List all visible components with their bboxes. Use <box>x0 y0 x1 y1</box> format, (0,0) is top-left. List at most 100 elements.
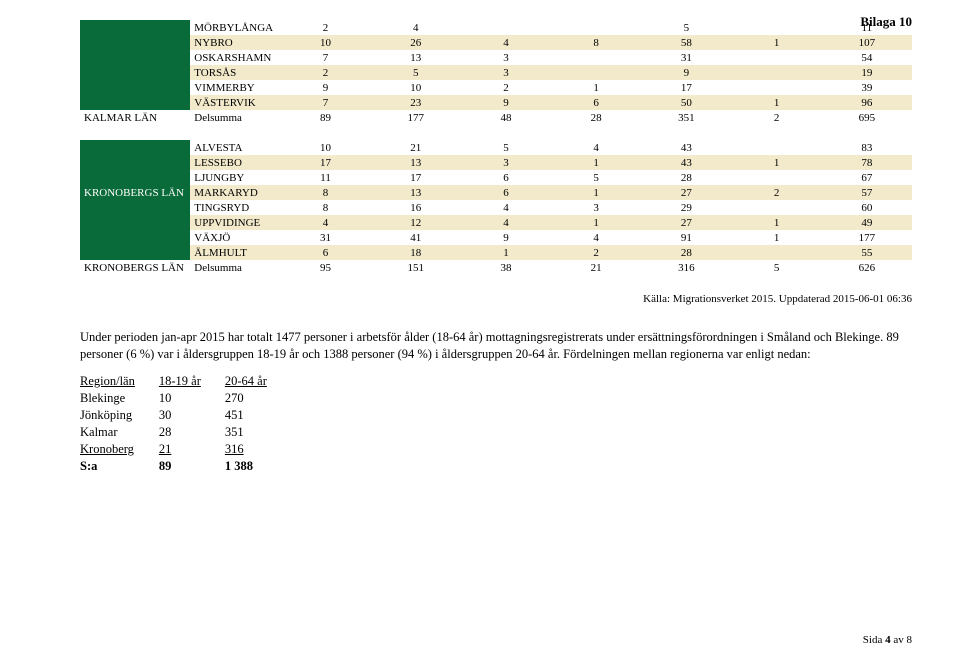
cell: 54 <box>822 50 912 65</box>
cell: 695 <box>822 110 912 125</box>
summary-cell: 451 <box>225 407 291 424</box>
cell: 9 <box>461 230 551 245</box>
cell: 31 <box>280 230 370 245</box>
cell: 4 <box>461 35 551 50</box>
lan-cell <box>80 200 190 215</box>
cell <box>731 170 821 185</box>
cell: 6 <box>461 170 551 185</box>
cell: 17 <box>280 155 370 170</box>
table-row: TINGSRYD816432960 <box>80 200 912 215</box>
cell: 10 <box>371 80 461 95</box>
cell: 17 <box>371 170 461 185</box>
table-row: VÄXJÖ314194911177 <box>80 230 912 245</box>
lan-cell: KALMAR LÄN <box>80 110 190 125</box>
source-line: Källa: Migrationsverket 2015. Uppdaterad… <box>80 293 912 305</box>
cell: 107 <box>822 35 912 50</box>
row-name: MÖRBYLÅNGA <box>190 20 280 35</box>
cell: 4 <box>280 215 370 230</box>
row-name: ÄLMHULT <box>190 245 280 260</box>
cell: 27 <box>641 215 731 230</box>
cell: 8 <box>280 200 370 215</box>
cell: 21 <box>551 260 641 275</box>
cell: 1 <box>551 185 641 200</box>
cell: 31 <box>641 50 731 65</box>
summary-cell: S:a <box>80 458 159 475</box>
page-footer: Sida 4 av 8 <box>863 634 912 646</box>
cell: 13 <box>371 185 461 200</box>
summary-cell: 18-19 år <box>159 373 225 390</box>
cell <box>731 200 821 215</box>
cell: 60 <box>822 200 912 215</box>
cell: 27 <box>641 185 731 200</box>
table-row: TORSÅS253919 <box>80 65 912 80</box>
row-name: VÄXJÖ <box>190 230 280 245</box>
row-name: TINGSRYD <box>190 200 280 215</box>
cell: 10 <box>280 140 370 155</box>
cell: 1 <box>731 35 821 50</box>
cell: 5 <box>371 65 461 80</box>
summary-row: Jönköping30451 <box>80 407 291 424</box>
cell <box>551 65 641 80</box>
cell: 8 <box>280 185 370 200</box>
row-name: LJUNGBY <box>190 170 280 185</box>
cell: 10 <box>280 35 370 50</box>
cell: 55 <box>822 245 912 260</box>
cell: 43 <box>641 140 731 155</box>
cell: 39 <box>822 80 912 95</box>
cell: 5 <box>551 170 641 185</box>
cell <box>731 80 821 95</box>
summary-cell: 28 <box>159 424 225 441</box>
cell: 5 <box>641 20 731 35</box>
cell: 29 <box>641 200 731 215</box>
cell: 626 <box>822 260 912 275</box>
summary-row: Blekinge10270 <box>80 390 291 407</box>
cell: 43 <box>641 155 731 170</box>
table-row: LJUNGBY11176528 67 <box>80 170 912 185</box>
cell: 95 <box>280 260 370 275</box>
cell: 6 <box>461 185 551 200</box>
lan-cell <box>80 20 190 35</box>
lan-cell <box>80 35 190 50</box>
cell: 5 <box>731 260 821 275</box>
cell: 16 <box>371 200 461 215</box>
cell: 13 <box>371 155 461 170</box>
footer-prefix: Sida <box>863 634 885 646</box>
cell: 13 <box>371 50 461 65</box>
cell: 1 <box>551 155 641 170</box>
cell: 49 <box>822 215 912 230</box>
cell: 3 <box>461 50 551 65</box>
summary-cell: 21 <box>159 441 225 458</box>
data-table: MÖRBYLÅNGA24511NYBRO102648581107OSKARSHA… <box>80 20 912 275</box>
table-row: VÄSTERVIK7239650196 <box>80 95 912 110</box>
lan-cell <box>80 215 190 230</box>
cell: 8 <box>551 35 641 50</box>
table-row: KALMAR LÄNDelsumma8917748283512695 <box>80 110 912 125</box>
lan-cell: KRONOBERGS LÄN <box>80 185 190 200</box>
summary-table: Region/län18-19 år20-64 årBlekinge10270J… <box>80 373 912 475</box>
cell: 3 <box>551 200 641 215</box>
cell: 177 <box>822 230 912 245</box>
cell: 50 <box>641 95 731 110</box>
cell: 9 <box>280 80 370 95</box>
cell: 28 <box>641 170 731 185</box>
summary-cell: Jönköping <box>80 407 159 424</box>
summary-row: Region/län18-19 år20-64 år <box>80 373 291 390</box>
table-row: OSKARSHAMN71333154 <box>80 50 912 65</box>
cell: 11 <box>280 170 370 185</box>
summary-cell: Kronoberg <box>80 441 159 458</box>
cell: 23 <box>371 95 461 110</box>
lan-cell <box>80 245 190 260</box>
summary-cell: 10 <box>159 390 225 407</box>
cell: 9 <box>461 95 551 110</box>
row-name: TORSÅS <box>190 65 280 80</box>
row-name: Delsumma <box>190 110 280 125</box>
cell: 1 <box>461 245 551 260</box>
cell: 21 <box>371 140 461 155</box>
summary-cell: 20-64 år <box>225 373 291 390</box>
footer-total: 8 <box>907 634 913 646</box>
lan-cell <box>80 80 190 95</box>
cell: 67 <box>822 170 912 185</box>
row-name: NYBRO <box>190 35 280 50</box>
row-name: MARKARYD <box>190 185 280 200</box>
cell: 1 <box>731 155 821 170</box>
